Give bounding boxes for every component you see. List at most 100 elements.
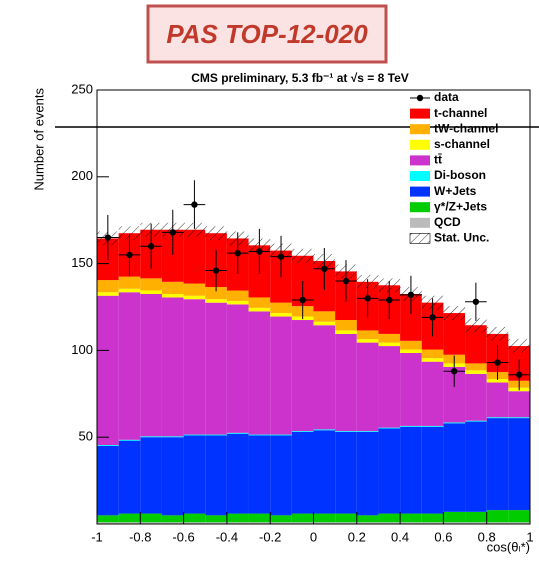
bar-segment [118, 439, 141, 441]
bar-segment [205, 434, 227, 436]
bar-segment [248, 307, 271, 312]
bar-segment [161, 515, 184, 523]
bar-segment [400, 522, 422, 524]
data-point [191, 201, 198, 208]
bar-segment [161, 436, 184, 438]
bar-segment [335, 522, 357, 524]
stat-unc-band [118, 226, 141, 241]
bar-segment [335, 513, 357, 523]
bar-segment [118, 513, 141, 523]
legend-swatch [410, 108, 430, 119]
stat-unc-band [291, 248, 314, 263]
x-tick-label: -0.4 [216, 529, 238, 544]
bar-segment [421, 513, 444, 523]
bar-segment [270, 515, 292, 523]
data-point [147, 243, 155, 250]
bar-segment [248, 434, 271, 436]
bar-segment [291, 431, 314, 432]
bar-segment [421, 361, 444, 426]
bar-segment [270, 302, 292, 314]
bar-segment [205, 515, 227, 523]
legend-swatch [410, 202, 430, 213]
bar-segment [356, 515, 379, 523]
bar-segment [118, 440, 141, 514]
legend-label: s-channel [434, 137, 490, 151]
bar-segment [118, 522, 141, 524]
bar-segment [161, 297, 184, 437]
bar-segment [183, 434, 206, 436]
bar-segment [140, 290, 162, 294]
bar-segment [443, 366, 466, 423]
legend-swatch [410, 217, 430, 228]
bar-segment [183, 283, 206, 296]
bar-segment [140, 522, 162, 524]
y-tick-label: 100 [71, 342, 93, 357]
bar-segment [378, 428, 401, 514]
legend-label: tW-channel [434, 121, 498, 135]
bar-segment [161, 293, 184, 298]
stat-unc-band [465, 318, 487, 333]
bar-segment [400, 425, 422, 427]
data-point [321, 265, 328, 273]
legend-swatch [410, 139, 430, 150]
y-axis-label: Number of events [31, 88, 46, 191]
data-point [494, 359, 501, 366]
bar-segment [226, 304, 249, 433]
bar-segment [161, 437, 184, 516]
data-point [126, 251, 133, 259]
legend-swatch [410, 155, 430, 166]
bar-segment [356, 339, 379, 343]
bar-segment [465, 522, 487, 524]
stat-unc-band [443, 306, 466, 321]
data-point [386, 296, 393, 304]
bar-segment [97, 522, 119, 524]
bar-segment [335, 320, 357, 331]
bar-segment [421, 426, 444, 514]
bar-segment [378, 333, 401, 343]
x-tick-label: -0.2 [259, 529, 281, 544]
bar-segment [400, 340, 422, 350]
bar-segment [486, 382, 509, 418]
bar-segment [486, 379, 509, 383]
bar-segment [356, 330, 379, 340]
bar-segment [335, 431, 357, 432]
bar-segment [291, 513, 314, 523]
bar-segment [97, 295, 119, 446]
bar-segment [291, 431, 314, 514]
bar-segment [248, 522, 271, 524]
bar-segment [400, 353, 422, 426]
bar-segment [118, 292, 141, 440]
bar-segment [313, 321, 336, 326]
bar-segment [205, 302, 227, 435]
bar-segment [421, 522, 444, 524]
data-point [277, 253, 285, 260]
bar-segment [421, 358, 444, 362]
bar-segment [443, 522, 466, 524]
bar-segment [378, 513, 401, 523]
bar-segment [140, 278, 162, 291]
bar-segment [508, 391, 530, 418]
bar-segment [226, 432, 249, 434]
bar-segment [118, 276, 141, 289]
bar-segment [226, 522, 249, 524]
data-point [364, 295, 371, 302]
bar-segment [97, 445, 119, 516]
bar-segment [356, 431, 379, 432]
bar-segment [508, 522, 530, 524]
bar-segment [140, 437, 162, 514]
bar-segment [443, 423, 466, 512]
bar-segment [183, 299, 206, 435]
bar-segment [205, 522, 227, 524]
bar-segment [356, 342, 379, 432]
banner-box [146, 4, 388, 64]
stat-unc-band [183, 222, 206, 237]
bar-segment [291, 320, 314, 432]
bar-segment [205, 299, 227, 303]
data-point [104, 234, 112, 241]
bar-segment [486, 417, 509, 419]
legend-swatch [409, 233, 431, 244]
bar-segment [183, 435, 206, 514]
bar-segment [335, 333, 357, 432]
bar-segment [400, 293, 422, 341]
bar-segment [335, 330, 357, 334]
